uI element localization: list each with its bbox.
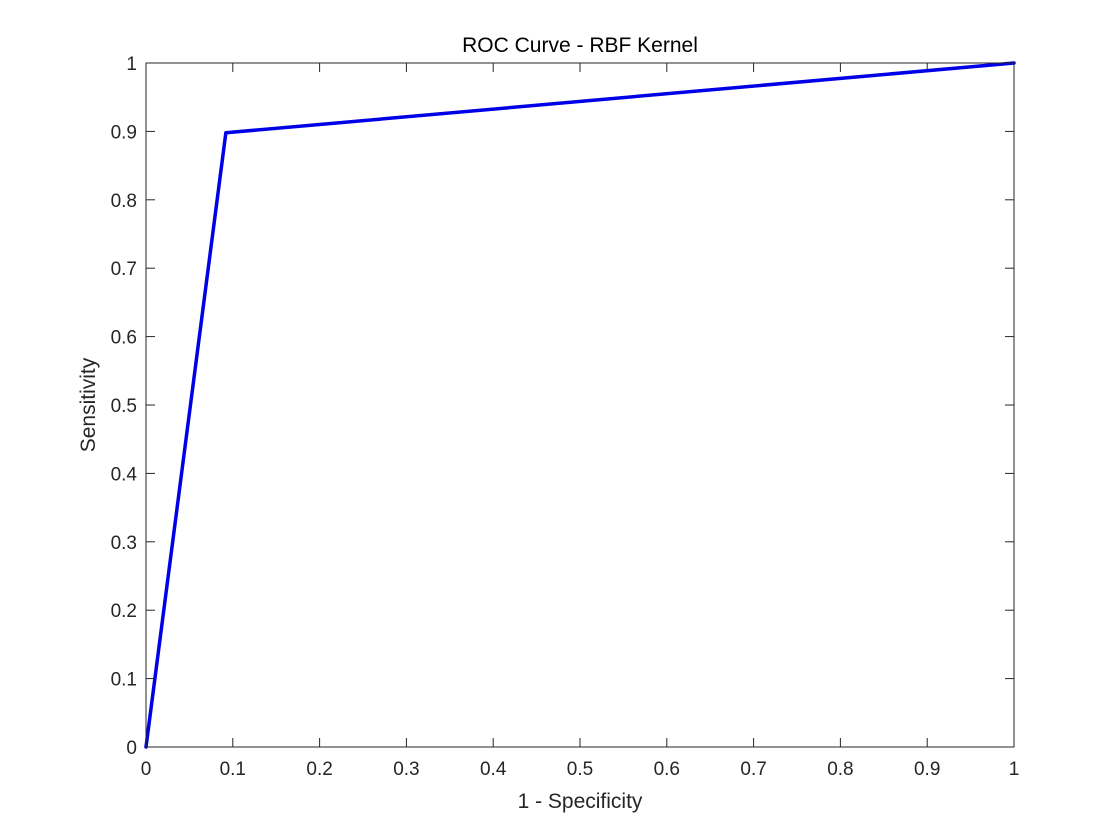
axes-box — [145, 62, 1015, 748]
x-tick-label: 0 — [141, 759, 152, 780]
y-tick-label: 0.7 — [111, 259, 137, 280]
y-tick-label: 0.6 — [111, 328, 137, 349]
roc-curve-line — [144, 61, 1016, 749]
plot-background — [146, 63, 1014, 747]
x-tick-label: 0.8 — [827, 759, 853, 780]
x-tick-label: 0.5 — [567, 759, 593, 780]
y-tick-label: 0.1 — [111, 670, 137, 691]
x-tick-label: 1 — [1009, 759, 1020, 780]
x-tick-label: 0.7 — [740, 759, 766, 780]
ticks-layer: 0 0.1 0.2 0.3 0.4 0.5 0.6 0.7 0.8 0.9 1 0 0.1 0.2 0.3 0… — [111, 54, 1020, 780]
y-axis-label: Sensitivity — [77, 357, 100, 452]
x-axis-label: 1 - Specificity — [518, 790, 643, 813]
y-tick-label: 0 — [126, 738, 137, 759]
series-layer — [144, 61, 1016, 749]
y-tick-label: 0.9 — [111, 122, 137, 143]
y-tick-label: 0.2 — [111, 601, 137, 622]
y-tick-label: 1 — [126, 54, 137, 75]
x-tick-label: 0.3 — [393, 759, 419, 780]
y-tick-label: 0.5 — [111, 396, 137, 417]
y-tick-label: 0.4 — [111, 464, 138, 485]
x-tick-label: 0.1 — [220, 759, 246, 780]
x-tick-label: 0.4 — [480, 759, 507, 780]
x-tick-label: 0.6 — [654, 759, 680, 780]
chart-title: ROC Curve - RBF Kernel — [462, 34, 698, 57]
y-tick-label: 0.3 — [111, 533, 137, 554]
x-tick-label: 0.9 — [914, 759, 940, 780]
x-tick-label: 0.2 — [306, 759, 332, 780]
y-tick-label: 0.8 — [111, 191, 137, 212]
